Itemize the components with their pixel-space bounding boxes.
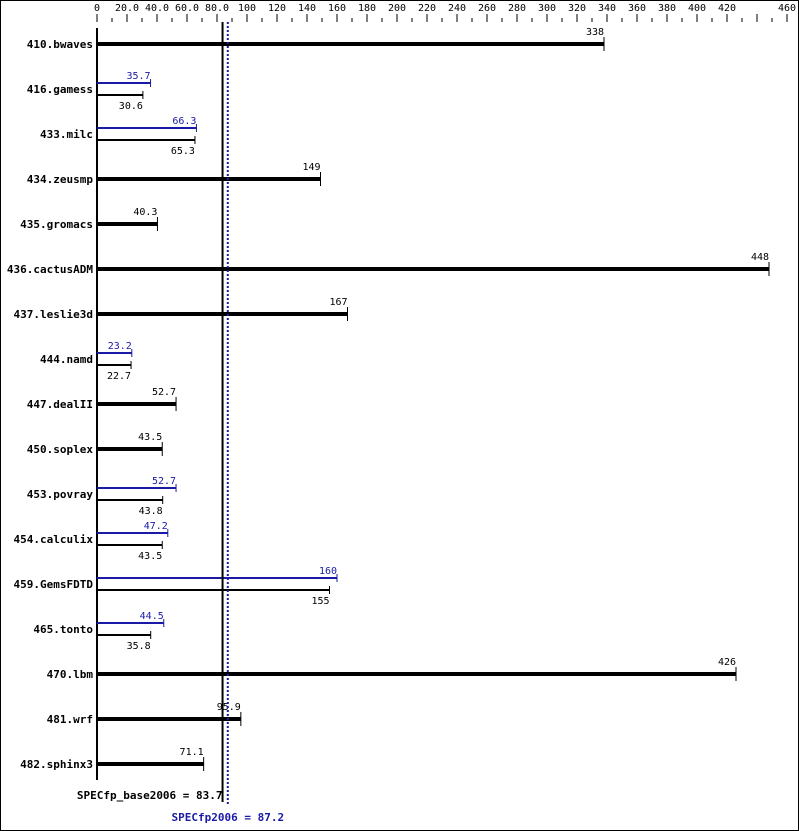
benchmark-row: 470.lbm 426 xyxy=(47,657,737,681)
benchmark-label: 470.lbm xyxy=(47,668,94,681)
value-label: 149 xyxy=(302,162,320,173)
value-label: 52.7 xyxy=(152,387,176,398)
axis-tick-label: 240 xyxy=(448,3,466,14)
value-label: 43.5 xyxy=(138,432,162,443)
benchmark-label: 447.dealII xyxy=(27,398,93,411)
axis-tick-label: 140 xyxy=(298,3,316,14)
peak-value-label: 47.2 xyxy=(144,521,168,532)
base-value-label: 30.6 xyxy=(119,101,143,112)
benchmark-row: 416.gamess 35.7 30.6 xyxy=(27,71,152,112)
base-summary-label: SPECfp_base2006 = 83.7 xyxy=(77,789,223,802)
peak-value-label: 23.2 xyxy=(108,341,132,352)
benchmark-row: 444.namd 23.2 22.7 xyxy=(40,341,133,382)
benchmark-label: 433.milc xyxy=(40,128,93,141)
value-label: 338 xyxy=(586,27,604,38)
axis-tick-label: 160 xyxy=(328,3,346,14)
benchmark-label: 434.zeusmp xyxy=(27,173,94,186)
axis-tick-label: 340 xyxy=(598,3,616,14)
benchmark-label: 437.leslie3d xyxy=(14,308,93,321)
value-label: 167 xyxy=(329,297,347,308)
benchmark-label: 435.gromacs xyxy=(20,218,93,231)
base-value-label: 155 xyxy=(311,596,329,607)
benchmark-row: 453.povray 52.7 43.8 xyxy=(27,476,177,517)
axis-tick-label: 220 xyxy=(418,3,436,14)
benchmark-label: 410.bwaves xyxy=(27,38,93,51)
axis-tick-label: 300 xyxy=(538,3,556,14)
base-value-label: 65.3 xyxy=(171,146,195,157)
axis-tick-label: 380 xyxy=(658,3,676,14)
benchmark-row: 433.milc 66.3 65.3 xyxy=(40,116,197,157)
peak-summary-label: SPECfp2006 = 87.2 xyxy=(172,811,285,824)
axis-tick-label: 40.0 xyxy=(145,3,169,14)
axis-tick-label: 260 xyxy=(478,3,496,14)
benchmark-row: 447.dealII 52.7 xyxy=(27,387,177,411)
benchmark-row: 482.sphinx3 71.1 xyxy=(20,747,205,771)
axis-tick-label: 100 xyxy=(238,3,256,14)
benchmark-row: 410.bwaves 338 xyxy=(27,27,605,51)
benchmark-label: 459.GemsFDTD xyxy=(14,578,94,591)
benchmark-label: 444.namd xyxy=(40,353,93,366)
axis-tick-label: 180 xyxy=(358,3,376,14)
benchmark-row: 434.zeusmp 149 xyxy=(27,162,321,186)
value-label: 40.3 xyxy=(133,207,157,218)
benchmark-label: 416.gamess xyxy=(27,83,93,96)
peak-value-label: 52.7 xyxy=(152,476,176,487)
benchmark-row: 459.GemsFDTD 160 155 xyxy=(14,566,338,607)
base-value-label: 22.7 xyxy=(107,371,131,382)
axis-tick-label: 360 xyxy=(628,3,646,14)
benchmark-row: 465.tonto 44.5 35.8 xyxy=(33,611,165,652)
benchmark-label: 454.calculix xyxy=(14,533,94,546)
peak-value-label: 66.3 xyxy=(172,116,196,127)
peak-value-label: 35.7 xyxy=(126,71,150,82)
benchmark-label: 465.tonto xyxy=(33,623,93,636)
value-label: 448 xyxy=(751,252,769,263)
axis-tick-label: 460 xyxy=(778,3,796,14)
benchmark-row: 435.gromacs 40.3 xyxy=(20,207,158,231)
axis-tick-label: 200 xyxy=(388,3,406,14)
value-label: 426 xyxy=(718,657,736,668)
benchmark-row: 454.calculix 47.2 43.5 xyxy=(14,521,169,562)
benchmark-row: 436.cactusADM 448 xyxy=(7,252,770,276)
base-value-label: 43.8 xyxy=(139,506,163,517)
benchmark-row: 481.wrf 95.9 xyxy=(47,702,242,726)
benchmark-label: 436.cactusADM xyxy=(7,263,93,276)
base-value-label: 43.5 xyxy=(138,551,162,562)
value-label: 71.1 xyxy=(180,747,204,758)
axis-tick-label: 280 xyxy=(508,3,526,14)
peak-value-label: 44.5 xyxy=(140,611,164,622)
axis-tick-label: 80.0 xyxy=(205,3,229,14)
peak-value-label: 160 xyxy=(319,566,337,577)
benchmark-label: 482.sphinx3 xyxy=(20,758,93,771)
axis-tick-label: 320 xyxy=(568,3,586,14)
axis-tick-label: 400 xyxy=(688,3,706,14)
axis-tick-label: 420 xyxy=(718,3,736,14)
axis-tick-label: 120 xyxy=(268,3,286,14)
base-value-label: 35.8 xyxy=(127,641,151,652)
value-label: 95.9 xyxy=(217,702,241,713)
axis-tick-label: 0 xyxy=(94,3,100,14)
axis-tick-label: 20.0 xyxy=(115,3,139,14)
benchmark-label: 453.povray xyxy=(27,488,94,501)
axis-tick-label: 60.0 xyxy=(175,3,199,14)
benchmark-label: 450.soplex xyxy=(27,443,94,456)
benchmark-row: 450.soplex 43.5 xyxy=(27,432,163,456)
benchmark-label: 481.wrf xyxy=(47,713,93,726)
